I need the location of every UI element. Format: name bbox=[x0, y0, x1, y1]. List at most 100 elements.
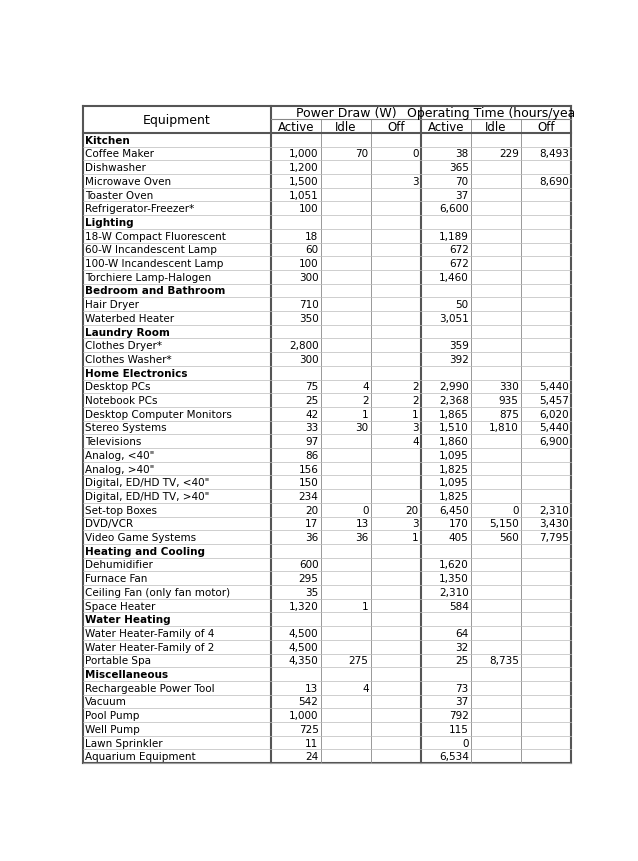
Text: 3: 3 bbox=[412, 423, 419, 433]
Text: DVD/VCR: DVD/VCR bbox=[85, 519, 133, 529]
Text: 18: 18 bbox=[306, 232, 318, 241]
Text: Water Heater-Family of 2: Water Heater-Family of 2 bbox=[85, 642, 214, 652]
Text: Furnace Fan: Furnace Fan bbox=[85, 573, 147, 584]
Text: Water Heating: Water Heating bbox=[85, 615, 171, 624]
Text: 75: 75 bbox=[306, 382, 318, 392]
Text: 1,189: 1,189 bbox=[439, 232, 469, 241]
Text: 60-W Incandescent Lamp: 60-W Incandescent Lamp bbox=[85, 245, 217, 255]
Text: Water Heater-Family of 4: Water Heater-Family of 4 bbox=[85, 629, 214, 638]
Text: 1,320: 1,320 bbox=[289, 601, 318, 610]
Text: Digital, ED/HD TV, >40": Digital, ED/HD TV, >40" bbox=[85, 492, 209, 501]
Text: Off: Off bbox=[387, 121, 404, 133]
Text: 405: 405 bbox=[449, 532, 469, 542]
Text: 6,534: 6,534 bbox=[439, 752, 469, 761]
Text: 150: 150 bbox=[299, 478, 318, 487]
Text: Toaster Oven: Toaster Oven bbox=[85, 190, 153, 201]
Text: 3,430: 3,430 bbox=[539, 519, 568, 529]
Text: 4,500: 4,500 bbox=[289, 629, 318, 638]
Text: 25: 25 bbox=[306, 395, 318, 406]
Text: 64: 64 bbox=[456, 629, 469, 638]
Text: 300: 300 bbox=[299, 355, 318, 364]
Text: Digital, ED/HD TV, <40": Digital, ED/HD TV, <40" bbox=[85, 478, 209, 487]
Text: 1,825: 1,825 bbox=[439, 492, 469, 501]
Text: 295: 295 bbox=[299, 573, 318, 584]
Text: 33: 33 bbox=[306, 423, 318, 433]
Text: Torchiere Lamp-Halogen: Torchiere Lamp-Halogen bbox=[85, 272, 211, 282]
Text: Miscellaneous: Miscellaneous bbox=[85, 669, 168, 679]
Text: 2: 2 bbox=[362, 395, 369, 406]
Text: Notebook PCs: Notebook PCs bbox=[85, 395, 158, 406]
Text: 4,350: 4,350 bbox=[289, 655, 318, 666]
Text: 11: 11 bbox=[306, 738, 318, 747]
Text: Heating and Cooling: Heating and Cooling bbox=[85, 546, 205, 556]
Text: 2: 2 bbox=[412, 382, 419, 392]
Text: Video Game Systems: Video Game Systems bbox=[85, 532, 197, 542]
Text: 1,620: 1,620 bbox=[439, 560, 469, 570]
Text: 1,000: 1,000 bbox=[289, 710, 318, 721]
Text: Idle: Idle bbox=[335, 121, 357, 133]
Text: 4: 4 bbox=[362, 382, 369, 392]
Text: Rechargeable Power Tool: Rechargeable Power Tool bbox=[85, 683, 215, 693]
Text: 3: 3 bbox=[412, 177, 419, 187]
Text: Well Pump: Well Pump bbox=[85, 724, 140, 734]
Text: 2: 2 bbox=[412, 395, 419, 406]
Text: 6,900: 6,900 bbox=[539, 437, 568, 447]
Text: 875: 875 bbox=[499, 409, 519, 419]
Text: 8,493: 8,493 bbox=[539, 149, 568, 159]
Text: 1,095: 1,095 bbox=[439, 450, 469, 461]
Text: 1,500: 1,500 bbox=[289, 177, 318, 187]
Text: 7,795: 7,795 bbox=[539, 532, 568, 542]
Text: Hair Dryer: Hair Dryer bbox=[85, 300, 139, 310]
Text: 1,510: 1,510 bbox=[439, 423, 469, 433]
Text: Coffee Maker: Coffee Maker bbox=[85, 149, 154, 159]
Text: 36: 36 bbox=[355, 532, 369, 542]
Text: 584: 584 bbox=[449, 601, 469, 610]
Text: 672: 672 bbox=[449, 259, 469, 269]
Text: 5,440: 5,440 bbox=[539, 423, 568, 433]
Text: Off: Off bbox=[537, 121, 555, 133]
Text: Equipment: Equipment bbox=[143, 114, 211, 127]
Text: Power Draw (W): Power Draw (W) bbox=[295, 107, 396, 120]
Text: 4,500: 4,500 bbox=[289, 642, 318, 652]
Text: Operating Time (hours/year): Operating Time (hours/year) bbox=[407, 107, 585, 120]
Text: 1: 1 bbox=[412, 409, 419, 419]
Text: 32: 32 bbox=[456, 642, 469, 652]
Text: 330: 330 bbox=[499, 382, 519, 392]
Text: 350: 350 bbox=[299, 313, 318, 324]
Text: Space Heater: Space Heater bbox=[85, 601, 156, 610]
Text: 600: 600 bbox=[299, 560, 318, 570]
Text: 300: 300 bbox=[299, 272, 318, 282]
Text: 5,150: 5,150 bbox=[489, 519, 519, 529]
Text: 2,368: 2,368 bbox=[439, 395, 469, 406]
Text: Lighting: Lighting bbox=[85, 218, 134, 227]
Text: 1: 1 bbox=[362, 601, 369, 610]
Text: Dishwasher: Dishwasher bbox=[85, 163, 146, 173]
Text: 73: 73 bbox=[456, 683, 469, 693]
Text: 935: 935 bbox=[499, 395, 519, 406]
Text: Waterbed Heater: Waterbed Heater bbox=[85, 313, 174, 324]
Text: 0: 0 bbox=[412, 149, 419, 159]
Text: 36: 36 bbox=[306, 532, 318, 542]
Text: 37: 37 bbox=[456, 697, 469, 707]
Text: 156: 156 bbox=[299, 464, 318, 474]
Text: 3,051: 3,051 bbox=[439, 313, 469, 324]
Text: 1,095: 1,095 bbox=[439, 478, 469, 487]
Text: 20: 20 bbox=[306, 505, 318, 515]
Text: 1,350: 1,350 bbox=[439, 573, 469, 584]
Text: 13: 13 bbox=[355, 519, 369, 529]
Text: 100: 100 bbox=[299, 204, 318, 214]
Text: Laundry Room: Laundry Room bbox=[85, 327, 170, 338]
Text: Portable Spa: Portable Spa bbox=[85, 655, 151, 666]
Text: 2,990: 2,990 bbox=[439, 382, 469, 392]
Text: Stereo Systems: Stereo Systems bbox=[85, 423, 167, 433]
Text: 86: 86 bbox=[306, 450, 318, 461]
Text: 35: 35 bbox=[306, 587, 318, 598]
Text: 1,865: 1,865 bbox=[439, 409, 469, 419]
Text: 97: 97 bbox=[306, 437, 318, 447]
Text: 13: 13 bbox=[306, 683, 318, 693]
Text: 2,310: 2,310 bbox=[539, 505, 568, 515]
Text: 542: 542 bbox=[299, 697, 318, 707]
Text: Idle: Idle bbox=[486, 121, 507, 133]
Text: 50: 50 bbox=[456, 300, 469, 310]
Text: 25: 25 bbox=[456, 655, 469, 666]
